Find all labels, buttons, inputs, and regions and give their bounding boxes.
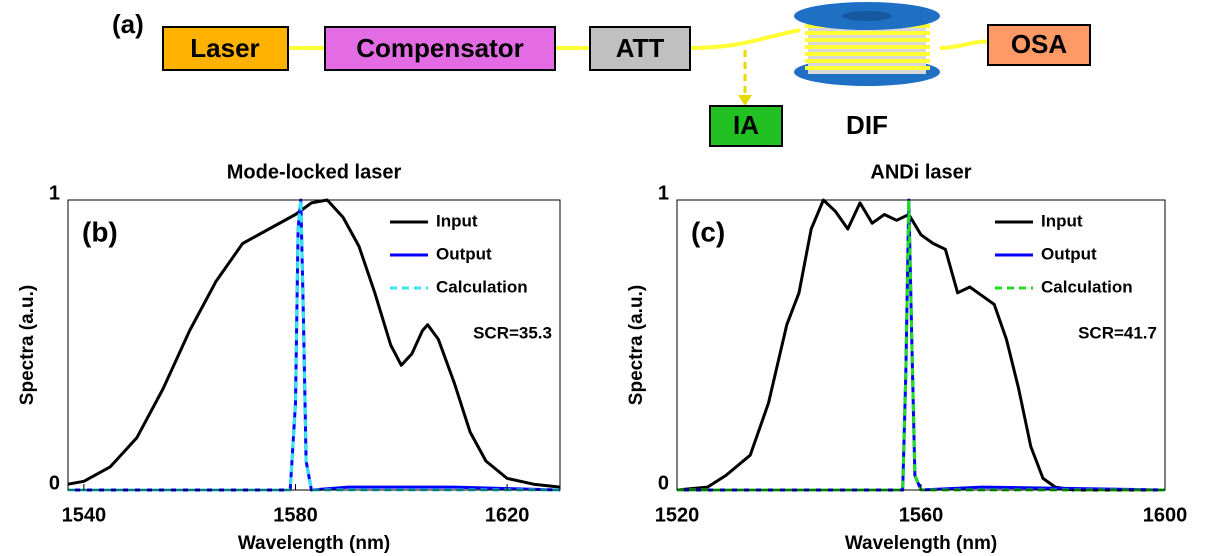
- x-axis-label: Wavelength (nm): [845, 533, 997, 554]
- legend-label: Calculation: [436, 277, 528, 296]
- node-label: DIF: [846, 110, 888, 140]
- fiber-spool: [794, 2, 940, 86]
- series-line: [676, 198, 1165, 492]
- series-line: [68, 198, 560, 492]
- legend-label: Output: [436, 244, 492, 263]
- node-label: Laser: [190, 33, 259, 63]
- laser-box: [162, 26, 289, 71]
- x-tick-label: 1560: [899, 504, 944, 526]
- fiber: [288, 28, 989, 50]
- node-label: IA: [733, 110, 759, 140]
- series-line: [677, 198, 1165, 492]
- ia-box: [709, 105, 783, 147]
- compensator-box: [324, 26, 556, 71]
- legend-label: Input: [1041, 211, 1083, 230]
- legend-label: Input: [436, 211, 478, 230]
- chart-title: Mode-locked laser: [227, 161, 402, 183]
- panel-label: (b): [82, 216, 118, 247]
- series-line: [67, 198, 561, 489]
- osa-box: [987, 24, 1091, 66]
- y-tick-label: 1: [49, 182, 60, 204]
- y-tick-label: 0: [49, 472, 60, 494]
- annotation: SCR=41.7: [1078, 323, 1157, 342]
- y-axis-label: Spectra (a.u.): [626, 285, 647, 405]
- att-box: [589, 26, 691, 71]
- arrow-head: [738, 95, 752, 106]
- x-tick-label: 1600: [1143, 504, 1188, 526]
- x-tick-label: 1540: [62, 504, 107, 526]
- x-tick-label: 1620: [485, 504, 530, 526]
- plot-frame: [67, 199, 561, 491]
- legend-label: Output: [1041, 244, 1097, 263]
- legend-label: Calculation: [1041, 277, 1133, 296]
- node-label: ATT: [616, 33, 665, 63]
- setup-diagram: (a) Laser Compensator ATT IA DIF OSA: [112, 2, 1091, 147]
- node-label: OSA: [1011, 29, 1068, 59]
- y-tick-label: 1: [658, 182, 669, 204]
- panel-label: (c): [691, 216, 725, 247]
- x-tick-label: 1580: [273, 504, 318, 526]
- x-axis-label: Wavelength (nm): [238, 533, 390, 554]
- annotation: SCR=35.3: [473, 323, 552, 342]
- x-tick-label: 1520: [655, 504, 700, 526]
- panel-label: (a): [112, 9, 144, 39]
- y-tick-label: 0: [658, 472, 669, 494]
- node-label: Compensator: [356, 33, 524, 63]
- chart-title: ANDi laser: [870, 161, 971, 183]
- y-axis-label: Spectra (a.u.): [17, 285, 38, 405]
